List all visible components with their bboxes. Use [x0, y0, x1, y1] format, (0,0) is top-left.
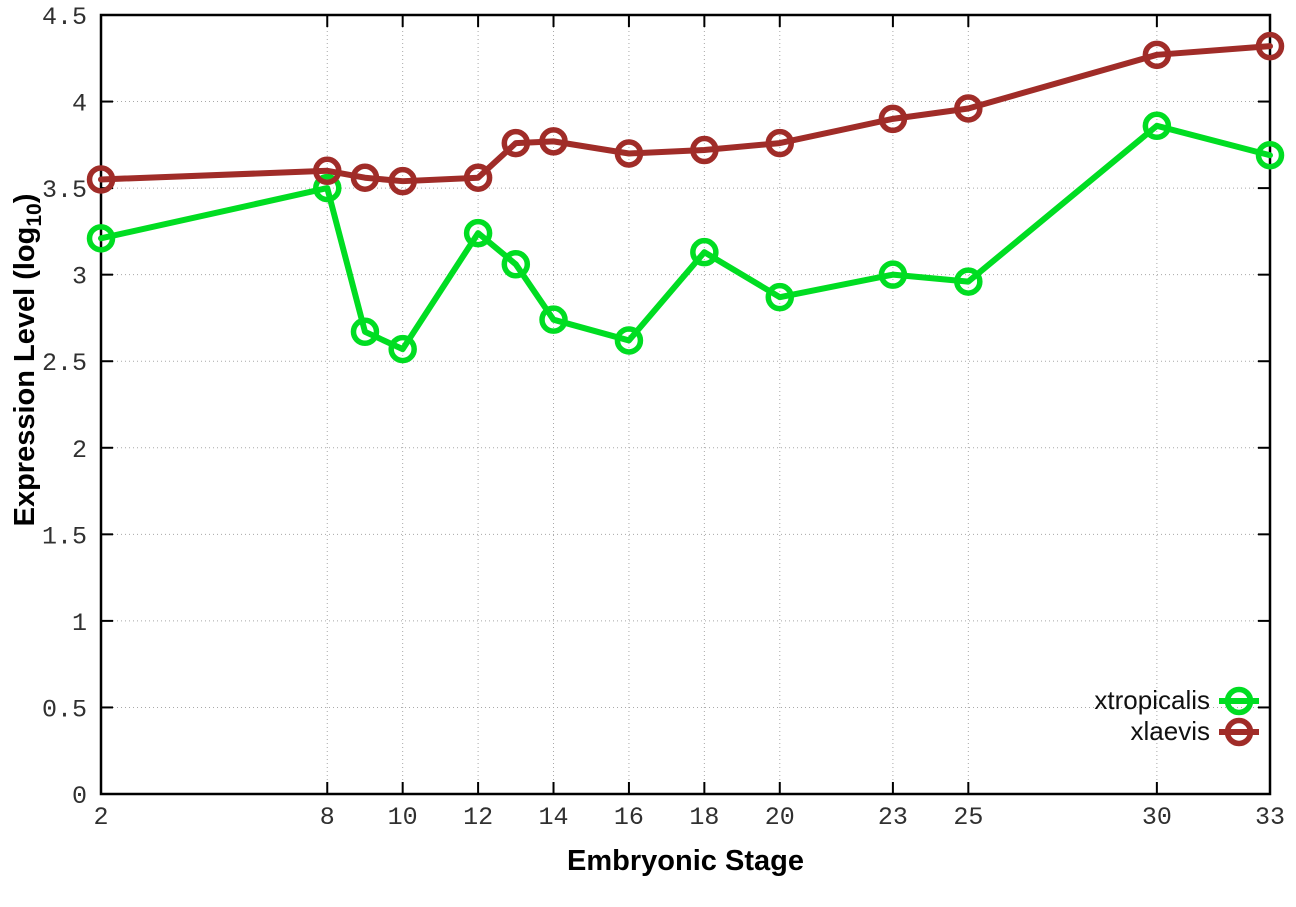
x-tick-label: 10: [388, 803, 418, 832]
y-tick-label: 4.5: [42, 3, 87, 32]
y-tick-label: 1: [72, 609, 87, 638]
data-point-xlaevis: [350, 163, 380, 192]
plot-border: [99, 13, 1272, 796]
data-point-xlaevis: [1255, 31, 1285, 61]
x-tick-label: 25: [953, 803, 983, 832]
x-tick-label: 20: [765, 803, 795, 832]
tick-marks: [100, 14, 1271, 795]
x-tick-label: 8: [320, 803, 335, 832]
data-point-xtropicalis: [690, 237, 719, 267]
y-tick-label: 0: [72, 782, 87, 811]
x-tick-label: 2: [93, 803, 108, 832]
legend-entry-xtropicalis: xtropicalis: [1094, 685, 1259, 716]
y-tick-label: 3: [72, 263, 87, 292]
y-tick-label: 2: [72, 436, 87, 465]
x-tick-label: 30: [1142, 803, 1172, 832]
x-axis-title: Embryonic Stage: [567, 845, 804, 877]
data-point-xlaevis: [765, 128, 795, 158]
series-xtropicalis: [86, 111, 1285, 364]
data-point-xlaevis: [954, 94, 983, 123]
data-point-xtropicalis: [954, 267, 983, 296]
data-point-xtropicalis: [765, 282, 795, 312]
data-point-xtropicalis: [501, 250, 531, 279]
y-tick-label: 0.5: [42, 695, 87, 724]
y-tick-label: 2.5: [42, 349, 87, 378]
x-tick-label: 33: [1255, 803, 1285, 832]
data-point-xlaevis: [313, 156, 342, 186]
data-point-xtropicalis: [350, 317, 380, 347]
x-tick-label: 16: [614, 803, 644, 832]
x-tick-label: 12: [463, 803, 493, 832]
legend-entry-xlaevis: xlaevis: [1131, 716, 1259, 747]
data-point-xtropicalis: [463, 218, 493, 248]
data-point-xlaevis: [878, 104, 908, 134]
legend-marker-sample: [1224, 717, 1254, 747]
series-xlaevis: [86, 31, 1285, 196]
data-point-xtropicalis: [614, 326, 644, 355]
x-tick-label: 14: [539, 803, 569, 832]
data-point-xtropicalis: [1142, 111, 1172, 141]
x-tick-label: 23: [878, 803, 908, 832]
data-point-xtropicalis: [539, 305, 568, 334]
x-tick-label: 18: [689, 803, 719, 832]
y-tick-label: 3.5: [42, 176, 87, 205]
data-point-xtropicalis: [313, 173, 342, 203]
data-point-xtropicalis: [388, 334, 417, 364]
data-point-xtropicalis: [878, 260, 908, 289]
legend-label: xlaevis: [1131, 716, 1210, 746]
y-axis-title: Expression Level (log10): [9, 194, 46, 527]
data-point-xlaevis: [1142, 40, 1172, 70]
data-point-xlaevis: [614, 139, 644, 168]
data-point-xlaevis: [690, 135, 719, 165]
legend-marker-sample: [1224, 686, 1254, 716]
data-point-xlaevis: [86, 165, 116, 194]
y-tick-label: 1.5: [42, 522, 87, 551]
data-point-xlaevis: [501, 128, 531, 158]
data-point-xlaevis: [463, 163, 493, 192]
legend-label: xtropicalis: [1094, 685, 1210, 715]
data-point-xtropicalis: [1255, 140, 1285, 170]
data-point-xlaevis: [539, 127, 568, 156]
y-tick-label: 4: [72, 90, 87, 119]
data-point-xlaevis: [388, 166, 417, 196]
data-point-xtropicalis: [86, 224, 116, 253]
